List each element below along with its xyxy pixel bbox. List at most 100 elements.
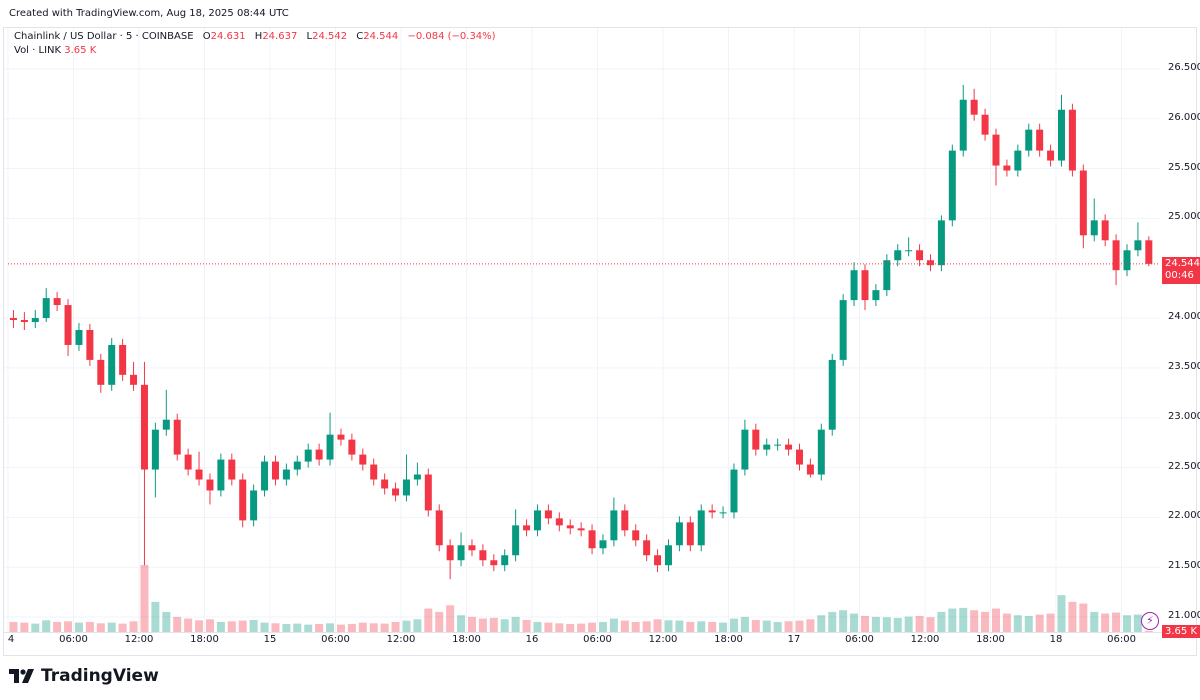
candle-body: [435, 510, 443, 546]
candle: [162, 389, 170, 436]
candle: [1025, 123, 1033, 157]
price-tick-label: 21.500: [1168, 560, 1200, 572]
volume-bar: [620, 620, 629, 632]
volume-value: 3.65 K: [64, 45, 97, 56]
price-tick-label: 22.500: [1168, 460, 1200, 472]
candle-body: [206, 479, 214, 491]
time-tick-label: 06:00: [321, 634, 350, 645]
candle: [774, 438, 782, 451]
candle: [457, 532, 465, 567]
candle: [228, 453, 236, 486]
volume-bar: [380, 623, 389, 632]
candle-body: [533, 510, 541, 531]
volume-bar: [751, 619, 760, 632]
tradingview-logo-icon: [9, 669, 34, 683]
candle: [446, 539, 454, 580]
time-tick-label: 18:00: [714, 634, 743, 645]
volume-bar: [96, 623, 105, 632]
candle-body: [53, 298, 61, 306]
candle-body: [654, 555, 662, 566]
candle-body: [544, 510, 552, 519]
candle: [184, 448, 192, 476]
volume-bar: [227, 621, 236, 632]
candle-body: [348, 439, 356, 455]
candle: [599, 534, 607, 555]
high-value: 24.637: [262, 31, 298, 42]
last-price-tag: 24.544 00:46: [1162, 257, 1200, 284]
candle: [206, 473, 214, 505]
candle: [555, 512, 563, 532]
candle: [304, 443, 312, 468]
candle: [850, 262, 858, 307]
volume-bar: [664, 620, 673, 632]
candle-body: [392, 488, 400, 496]
volume-bar: [915, 615, 924, 632]
lightning-icon[interactable]: ⚡: [1141, 612, 1159, 630]
volume-bar: [817, 615, 826, 632]
candle-body: [304, 449, 312, 462]
candle: [1112, 234, 1120, 286]
time-tick-label: 06:00: [59, 634, 88, 645]
volume-bar: [151, 601, 160, 632]
candle: [894, 244, 902, 267]
symbol-title[interactable]: Chainlink / US Dollar · 5 · COINBASE: [14, 31, 194, 42]
volume-bar: [839, 610, 848, 632]
candle: [523, 519, 531, 537]
candle: [697, 504, 705, 552]
candle-body: [282, 469, 290, 480]
candle-body: [970, 99, 978, 115]
volume-bar: [729, 618, 738, 632]
chart-frame: [3, 27, 1197, 656]
candle: [828, 353, 836, 436]
candle: [86, 324, 94, 366]
candle-body: [162, 419, 170, 430]
candle: [490, 554, 498, 572]
candle: [348, 433, 356, 461]
candle: [872, 284, 880, 307]
volume-bar: [533, 621, 542, 632]
volume-label[interactable]: Vol · LINK: [14, 45, 62, 56]
price-tick-label: 26.500: [1168, 61, 1200, 73]
candle-body: [916, 250, 924, 261]
volume-bar: [522, 619, 531, 632]
volume-bar: [85, 621, 94, 632]
candle-body: [479, 550, 487, 561]
volume-bar: [118, 623, 127, 632]
volume-bar: [871, 616, 880, 632]
candle: [424, 468, 432, 517]
logo-text: TradingView: [41, 666, 159, 686]
candle-body: [937, 220, 945, 266]
candle-body: [1057, 109, 1065, 161]
candle-body: [457, 545, 465, 561]
candle: [402, 454, 410, 502]
candle-body: [402, 479, 410, 496]
candle-body: [621, 510, 629, 531]
volume-bar: [937, 611, 946, 632]
candle-body: [697, 510, 705, 546]
price-tick-label: 25.500: [1168, 161, 1200, 173]
candle-body: [959, 99, 967, 151]
candle-body: [599, 540, 607, 549]
candle: [293, 455, 301, 476]
candle-body: [108, 344, 116, 385]
volume-bar: [358, 622, 367, 632]
volume-bar: [981, 611, 990, 632]
candle-body: [1112, 240, 1120, 271]
volume-bar: [173, 616, 182, 632]
candle: [271, 455, 279, 486]
volume-bar: [708, 621, 717, 632]
time-tick-label: 12:00: [648, 634, 678, 645]
candle-body: [861, 270, 869, 301]
candle: [926, 254, 934, 272]
volume-bar: [107, 622, 116, 632]
candle-body: [523, 525, 531, 531]
high-label: H: [254, 31, 263, 42]
candles: [9, 84, 1153, 580]
candle: [479, 544, 487, 567]
candle-body: [905, 250, 913, 252]
candle-body: [610, 510, 618, 541]
candle: [741, 419, 749, 476]
candle-body: [97, 359, 105, 385]
volume-bar: [860, 615, 869, 632]
